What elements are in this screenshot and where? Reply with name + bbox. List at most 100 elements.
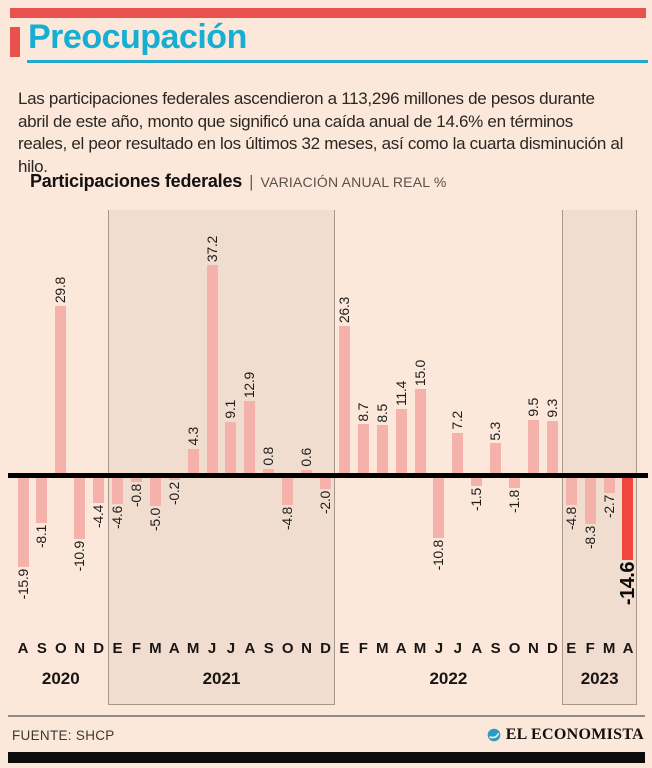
bar (112, 475, 124, 504)
bar (490, 443, 502, 476)
month-label: N (74, 640, 86, 657)
bar (471, 475, 483, 487)
intro-line: Las participaciones federales ascendiero… (18, 89, 595, 108)
year-label: 2023 (580, 669, 619, 688)
bar (282, 475, 294, 505)
month-label: N (528, 640, 539, 657)
bar (187, 448, 199, 476)
month-label: A (244, 640, 256, 657)
bar-value-label: 0.8 (260, 446, 277, 466)
bar-value-label: 9.3 (543, 399, 560, 418)
bar (565, 475, 577, 505)
month-label: J (453, 640, 462, 657)
bar-value-label: -15.9 (14, 569, 31, 600)
month-label: S (263, 640, 274, 657)
bar (357, 424, 369, 476)
bar (206, 264, 218, 476)
month-label: E (112, 640, 123, 657)
bar-value-label: -4.6 (109, 505, 126, 529)
bottom-black-bar (8, 752, 645, 763)
month-label: M (149, 640, 162, 657)
month-label: E (566, 640, 577, 657)
month-label: O (281, 640, 294, 657)
month-label: J (207, 640, 217, 657)
bar-value-label: -4.8 (279, 506, 296, 530)
page-title: Preocupación (28, 18, 247, 56)
bar-value-label: 8.5 (373, 403, 390, 423)
bar-value-label: 15.0 (411, 359, 428, 386)
bar (452, 432, 464, 476)
bar-value-label: -5.0 (146, 508, 163, 531)
chart-band (108, 210, 335, 705)
bar-value-label: -2.0 (316, 491, 333, 515)
bar (584, 475, 596, 525)
zero-axis-line (8, 473, 648, 478)
bar-value-label: -8.1 (33, 525, 50, 549)
bar-value-label: 26.3 (335, 296, 352, 323)
bar-value-label: -14.6 (616, 561, 639, 605)
bar-value-label: 37.2 (203, 235, 220, 262)
month-label: J (226, 640, 236, 657)
month-label: A (622, 640, 634, 657)
month-label: A (395, 640, 407, 657)
bar (433, 475, 445, 539)
bar-value-label: -0.2 (165, 482, 182, 505)
month-label: F (585, 640, 595, 657)
month-label: F (358, 640, 368, 657)
intro-line: reales, el peor resultado en los últimos… (18, 134, 624, 153)
chart-header: Participaciones federales | VARIACIÓN AN… (30, 171, 446, 192)
month-label: J (434, 640, 444, 657)
bar (130, 475, 142, 483)
bar (395, 409, 407, 476)
bar-value-label: 8.7 (354, 402, 371, 422)
bar-value-label: 11.4 (392, 381, 409, 407)
month-label: S (36, 640, 47, 657)
month-label: E (339, 640, 350, 657)
intro-paragraph: Las participaciones federales ascendiero… (18, 88, 650, 178)
bar (17, 475, 29, 568)
title-underline (27, 60, 648, 63)
bar-value-label: 12.9 (241, 371, 258, 398)
month-label: O (54, 640, 67, 657)
bar-value-label: 29.8 (52, 277, 69, 304)
bar (225, 422, 237, 476)
chart-subtitle: VARIACIÓN ANUAL REAL % (260, 174, 447, 190)
top-red-bar (10, 8, 646, 18)
bar (55, 306, 67, 476)
month-label: O (508, 640, 521, 657)
bar (149, 475, 161, 506)
footer: FUENTE: SHCP EL ECONOMISTA (12, 722, 644, 748)
bar (414, 389, 426, 476)
bar-value-label: -1.5 (468, 488, 485, 512)
month-label: M (602, 640, 616, 657)
month-label: A (17, 640, 29, 657)
bar-value-label: -0.8 (127, 484, 144, 508)
bar-value-label: 9.5 (524, 398, 541, 417)
bar (319, 475, 331, 490)
bar (93, 475, 105, 503)
bar (509, 475, 521, 489)
bar-value-label: -4.4 (90, 504, 107, 528)
brand-logo: EL ECONOMISTA (487, 726, 644, 744)
bar-value-label: 9.1 (222, 400, 239, 420)
intro-line: hilo. (18, 156, 48, 176)
month-label: A (168, 640, 180, 657)
bar (74, 475, 86, 540)
month-label: N (301, 640, 312, 657)
chart-band (561, 210, 638, 705)
bar (376, 425, 388, 476)
year-label: 2022 (429, 669, 468, 688)
bar-value-label: 0.6 (298, 448, 315, 467)
month-label: A (471, 640, 483, 657)
bar-value-label: -4.8 (562, 506, 579, 530)
intro-line: abril de este año, monto que significó u… (18, 111, 573, 131)
bar (244, 400, 256, 476)
bar-value-label: 4.3 (184, 427, 201, 446)
month-label: S (490, 640, 501, 657)
bar (301, 469, 313, 476)
brand-name: EL ECONOMISTA (505, 726, 644, 743)
bar-value-label: 7.2 (449, 411, 466, 430)
month-label: D (320, 640, 331, 657)
el-economista-globe-icon (487, 728, 501, 742)
